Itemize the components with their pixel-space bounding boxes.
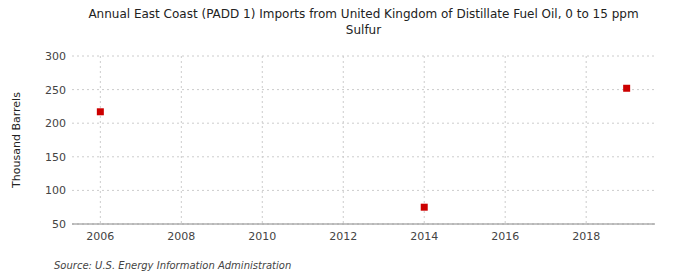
x-tick-label: 2014 [410,230,438,243]
y-tick-label: 100 [45,184,66,197]
y-grid-line [72,89,655,90]
x-tick-label: 2010 [248,230,276,243]
x-grid-line [586,56,587,224]
y-grid-line [72,56,655,57]
y-tick-label: 250 [45,84,66,97]
y-tick-label: 150 [45,151,66,164]
y-tick-label: 200 [45,117,66,130]
grid [72,56,655,224]
x-grid-line [343,56,344,224]
title-line: Sulfur [346,23,381,37]
x-tick-label: 2006 [86,230,114,243]
x-tick-label: 2012 [329,230,357,243]
x-axis-line [72,224,655,225]
x-grid-line [181,56,182,224]
y-grid-line [72,156,655,157]
x-grid-line [505,56,506,224]
y-tick-label: 300 [45,50,66,63]
y-grid-line [72,224,655,225]
chart-container: Annual East Coast (PADD 1) Imports from … [0,0,675,275]
title: Annual East Coast (PADD 1) Imports from … [88,7,638,37]
source-note: Source: U.S. Energy Information Administ… [54,260,291,271]
point [97,108,104,115]
x-tick-label: 2016 [491,230,519,243]
x-grid-line [424,56,425,224]
title-line: Annual East Coast (PADD 1) Imports from … [88,7,638,21]
x-tick-label: 2018 [572,230,600,243]
point [421,204,428,211]
x-grid-line [262,56,263,224]
y-tick-label: 50 [52,218,66,231]
x-grid-line [100,56,101,224]
x-tick-label: 2008 [167,230,195,243]
y-grid-line [72,190,655,191]
chart: Annual East Coast (PADD 1) Imports from … [0,0,675,275]
points [97,85,630,211]
y-axis-label: Thousand Barrels [10,92,23,189]
point [623,85,630,92]
y-grid-line [72,123,655,124]
